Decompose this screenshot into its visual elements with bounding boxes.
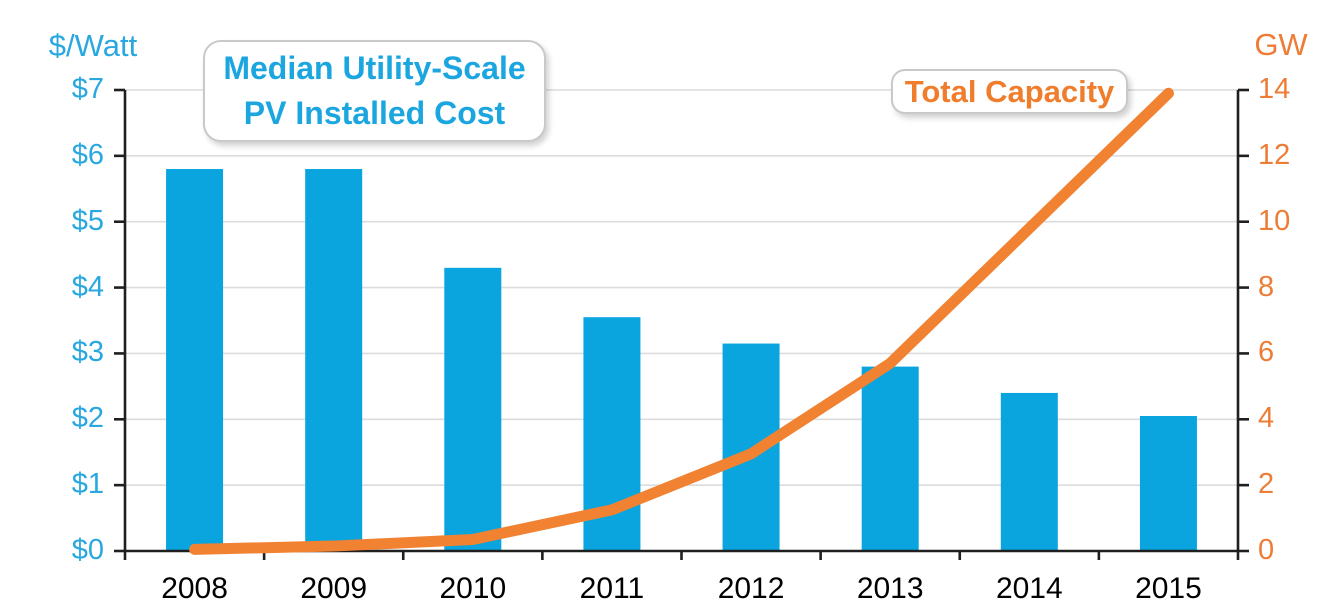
right-axis-tick-label-10: 10 — [1258, 204, 1291, 237]
bar-series-legend-callout: Median Utility-Scale PV Installed Cost — [203, 40, 546, 142]
bar-series-legend-line2: PV Installed Cost — [243, 95, 506, 131]
total-capacity-line — [189, 87, 1174, 555]
x-axis-label-2011: 2011 — [579, 572, 645, 605]
right-axis-tick-label-6: 6 — [1258, 336, 1275, 369]
right-axis-tick-label-0: 0 — [1258, 534, 1275, 566]
left-axis-tick-label-0: $0 — [71, 534, 104, 566]
x-axis-label-2014: 2014 — [995, 572, 1063, 605]
left-axis-tick-label-6: $6 — [71, 138, 104, 171]
right-axis-tick-label-14: 14 — [1258, 73, 1291, 105]
left-axis-unit-label: $/Watt — [48, 28, 138, 63]
line-series-legend-callout: Total Capacity — [891, 69, 1128, 114]
x-axis-label-2008: 2008 — [161, 572, 228, 605]
left-axis-tick-label-4: $4 — [71, 270, 104, 303]
right-axis-tick-label-12: 12 — [1258, 138, 1291, 171]
left-axis-tick-label-3: $3 — [71, 336, 104, 369]
right-axis-unit-label: GW — [1254, 27, 1308, 62]
left-axis-tick-label-2: $2 — [71, 402, 104, 435]
x-axis-label-2009: 2009 — [300, 572, 368, 605]
bar-2010 — [444, 267, 502, 551]
bar-2015 — [1139, 415, 1197, 551]
right-axis-tick-label-8: 8 — [1258, 270, 1275, 303]
bar-series-legend-line1: Median Utility-Scale — [223, 50, 526, 86]
x-axis-label-2012: 2012 — [717, 572, 785, 605]
bar-2013 — [861, 366, 919, 551]
x-axis-label-2015: 2015 — [1135, 572, 1202, 605]
left-axis-tick-label-7: $7 — [71, 73, 104, 105]
right-axis-tick-label-2: 2 — [1258, 468, 1275, 501]
x-axis-label-2013: 2013 — [856, 572, 924, 605]
right-axis-tick-label-4: 4 — [1258, 402, 1275, 435]
bar-2008 — [166, 169, 224, 551]
bar-2009 — [305, 169, 363, 551]
line-series-legend-label: Total Capacity — [904, 74, 1115, 109]
left-axis-tick-label-1: $1 — [71, 468, 104, 501]
x-axis-label-2010: 2010 — [439, 572, 507, 605]
left-axis-tick-label-5: $5 — [71, 204, 104, 237]
bar-2014 — [1000, 392, 1058, 551]
